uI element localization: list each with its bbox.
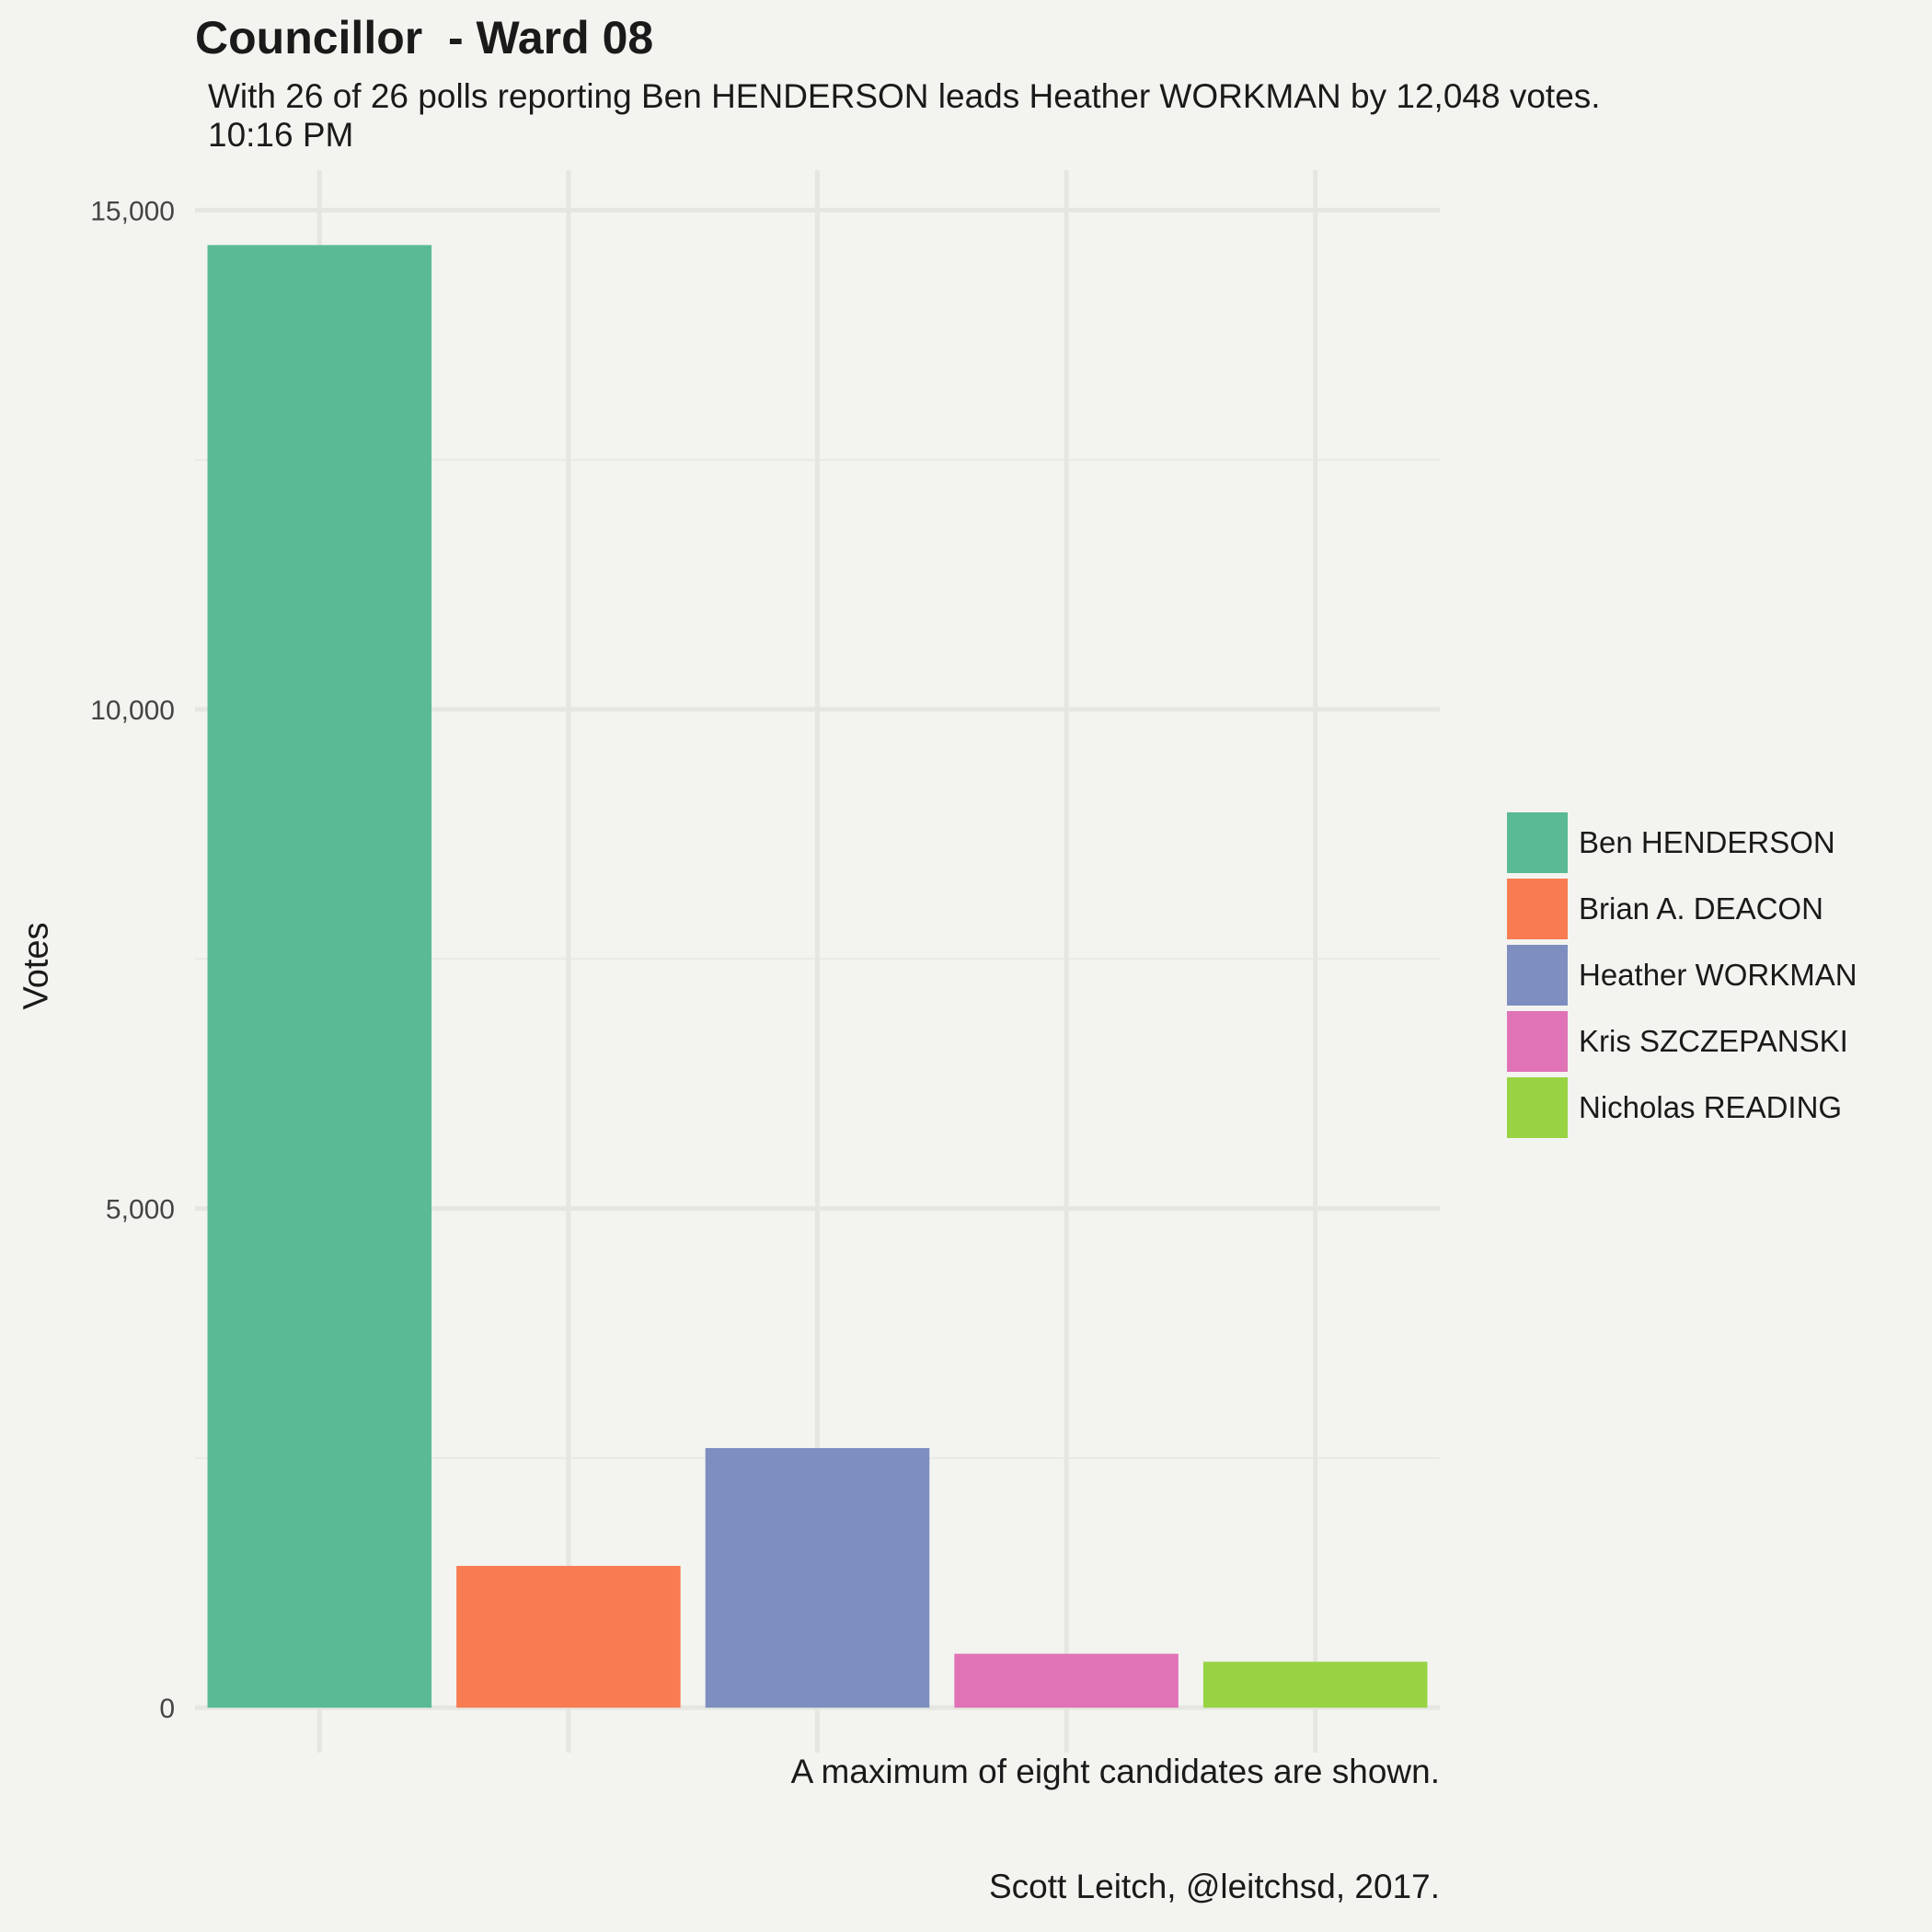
- y-axis-label: Votes: [17, 922, 56, 1010]
- legend-label: Brian A. DEACON: [1579, 891, 1823, 926]
- legend-swatch: [1507, 945, 1568, 1006]
- legend-swatch: [1507, 812, 1568, 873]
- bar-kris-szczepanski: [954, 1653, 1179, 1708]
- tick-layer: 0 5,000 10,000 15,000: [90, 196, 175, 1724]
- legend-item: Heather WORKMAN: [1507, 942, 1857, 1008]
- legend-swatch: [1507, 879, 1568, 939]
- chart-title: Councillor - Ward 08: [195, 12, 654, 63]
- legend-label: Kris SZCZEPANSKI: [1579, 1024, 1848, 1058]
- y-tick-label: 10,000: [90, 696, 175, 726]
- legend-item: Kris SZCZEPANSKI: [1507, 1008, 1857, 1075]
- bar-nicholas-reading: [1202, 1662, 1428, 1708]
- chart-subtitle: With 26 of 26 polls reporting Ben HENDER…: [208, 77, 1601, 154]
- y-tick-label: 15,000: [90, 196, 175, 226]
- legend-label: Nicholas READING: [1579, 1090, 1843, 1124]
- y-tick-label: 5,000: [106, 1195, 175, 1225]
- bar-brian-a-deacon: [456, 1566, 681, 1708]
- legend-item: Brian A. DEACON: [1507, 876, 1857, 942]
- legend-swatch: [1507, 1011, 1568, 1072]
- legend-item: Nicholas READING: [1507, 1075, 1857, 1141]
- bar-layer: [207, 245, 1428, 1708]
- legend-label: Ben HENDERSON: [1579, 825, 1835, 859]
- legend: Ben HENDERSON Brian A. DEACON Heather WORK…: [1507, 810, 1857, 1141]
- legend-item: Ben HENDERSON: [1507, 810, 1857, 876]
- caption-max-candidates: A maximum of eight candidates are shown.: [790, 1753, 1440, 1790]
- bar-heather-workman: [705, 1448, 930, 1708]
- caption-credit: Scott Leitch, @leitchsd, 2017.: [988, 1868, 1440, 1905]
- y-tick-label: 0: [159, 1694, 175, 1724]
- legend-label: Heather WORKMAN: [1579, 958, 1857, 992]
- bar-ben-henderson: [207, 245, 432, 1708]
- legend-swatch: [1507, 1077, 1568, 1138]
